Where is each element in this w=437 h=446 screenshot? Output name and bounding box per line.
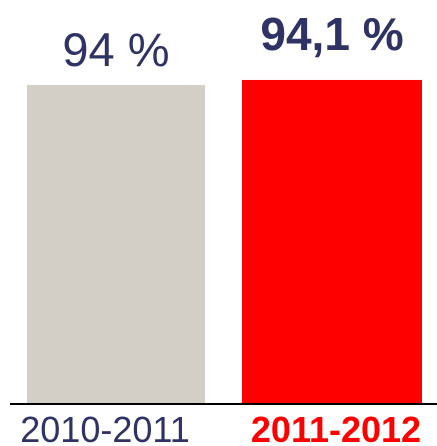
- value-label-2011-2012: 94,1 %: [260, 8, 403, 60]
- bar-2011-2012: [242, 79, 422, 403]
- value-label-2010-2011: 94 %: [62, 23, 169, 76]
- category-label-2010-2011: 2010-2011: [20, 409, 190, 446]
- category-label-2011-2012: 2011-2012: [251, 409, 421, 446]
- bar-2010-2011: [27, 84, 205, 403]
